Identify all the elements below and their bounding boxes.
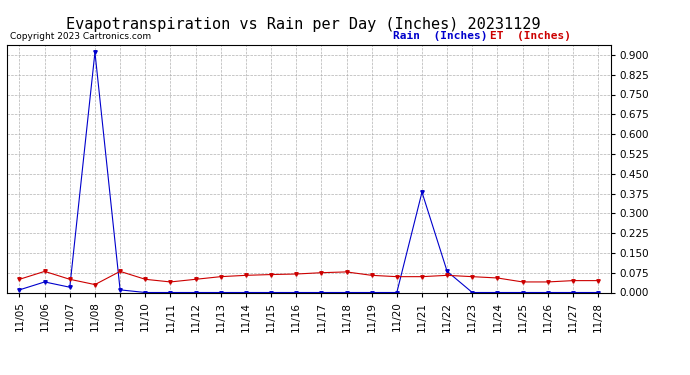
Text: ET  (Inches): ET (Inches) bbox=[490, 31, 571, 41]
Text: Copyright 2023 Cartronics.com: Copyright 2023 Cartronics.com bbox=[10, 32, 152, 41]
Text: Evapotranspiration vs Rain per Day (Inches) 20231129: Evapotranspiration vs Rain per Day (Inch… bbox=[66, 17, 541, 32]
Text: Rain  (Inches): Rain (Inches) bbox=[393, 31, 488, 41]
